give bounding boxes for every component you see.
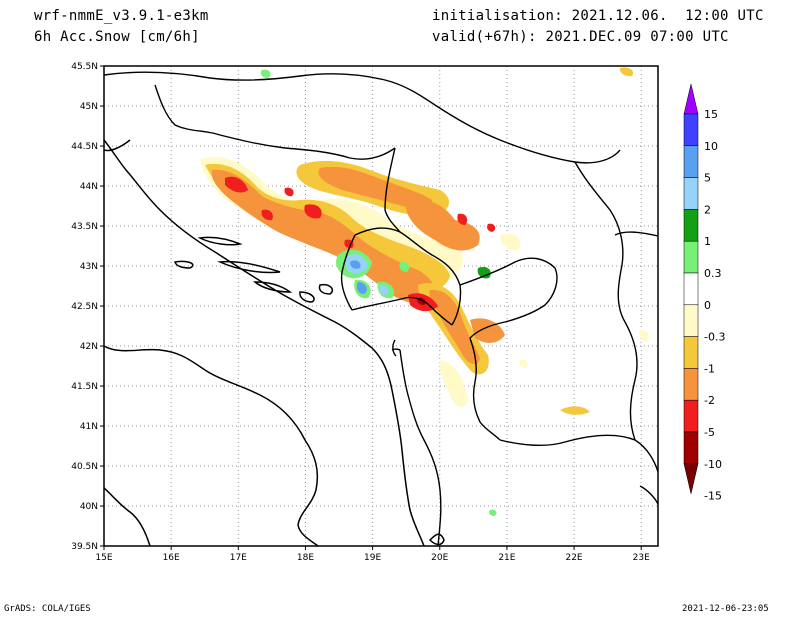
lat-tick-label: 43N [80,262,98,272]
snow-green [489,509,497,516]
snow-core [487,223,496,232]
colorbar-label: -15 [704,490,722,503]
grads-credit: GrADS: COLA/IGES [4,604,91,614]
lat-tick-label: 40.5N [71,462,98,472]
colorbar-box [683,113,699,147]
colorbar-label: 2 [704,203,711,216]
colorbar-label: -5 [704,426,715,439]
colorbar-box [683,145,699,178]
colorbar-box [683,431,699,465]
lon-axis: 15E 16E 17E 18E 19E 20E 21E 22E 23E [95,546,650,563]
snow-core [225,176,248,193]
colorbar-label: 0 [704,299,711,312]
colorbar-box [683,177,699,210]
colorbar-box [683,368,699,401]
snow-patch [639,329,649,342]
colorbar: 15 10 5 2 1 0.3 0 -0.3 -1 -2 -5 -10 -15 [683,83,725,503]
snow-core [304,204,322,219]
lon-tick-label: 16E [163,553,180,563]
colorbar-box [683,272,699,306]
snow-patch [439,360,468,408]
snow-blue [350,260,361,269]
lat-tick-label: 41N [80,422,98,432]
colorbar-label: 1 [704,235,711,248]
snow-patch [619,67,634,77]
colorbar-box [683,336,699,369]
lon-tick-label: 17E [230,553,247,563]
lat-tick-label: 40N [80,502,98,512]
snow-patch [318,166,433,208]
colorbar-box [683,209,699,242]
snow-core [457,213,468,225]
colorbar-label: -10 [704,458,722,471]
lat-tick-label: 45.5N [71,62,98,72]
lat-tick-label: 39.5N [71,542,98,552]
colorbar-label: 0.3 [704,267,722,280]
colorbar-box [683,304,699,337]
colorbar-label: 15 [704,108,718,121]
colorbar-bottom-arrow [683,463,699,494]
colorbar-label: -1 [704,362,715,375]
snow-patch [560,406,590,415]
colorbar-top-arrow [683,83,699,115]
init-time: initialisation: 2021.12.06. 12:00 UTC [432,8,764,24]
snow-blue [356,282,367,294]
lat-tick-label: 44N [80,182,98,192]
lat-tick-label: 45N [80,102,98,112]
colorbar-box [683,399,699,433]
lon-tick-label: 21E [498,553,515,563]
snow-green [477,266,491,279]
colorbar-label: -2 [704,394,715,407]
colorbar-label: 5 [704,172,711,185]
snow-patch [519,359,528,368]
lat-axis: 45.5N 45N 44.5N 44N 43.5N 43N 42.5N 42N 41.5N 41N… [71,62,104,552]
coastlines [104,139,658,546]
field-title: 6h Acc.Snow [cm/6h] [34,29,200,45]
lat-tick-label: 44.5N [71,142,98,152]
snow-patch [405,198,480,251]
lon-tick-label: 19E [364,553,381,563]
snow-patch [211,169,435,304]
lat-tick-label: 42.5N [71,302,98,312]
model-title: wrf-nmmE_v3.9.1-e3km [34,8,209,24]
borders [104,71,658,546]
snow-field [104,67,658,546]
colorbar-box [683,240,699,274]
lon-tick-label: 15E [95,553,112,563]
snow-green [399,261,410,272]
lon-tick-label: 23E [633,553,650,563]
snow-patch [500,233,521,251]
lat-tick-label: 41.5N [71,382,98,392]
lon-tick-label: 20E [431,553,448,563]
render-timestamp: 2021-12-06-23:05 [682,604,769,614]
lat-tick-label: 43.5N [71,222,98,232]
colorbar-label: 10 [704,140,718,153]
snow-core [261,209,273,221]
gridlines [104,66,658,546]
lat-tick-label: 42N [80,342,98,352]
snow-green [260,69,271,78]
snow-blue [379,284,389,295]
colorbar-label: -0.3 [704,331,725,344]
snow-core [284,187,294,197]
snow-patch [429,289,480,365]
lon-tick-label: 18E [297,553,314,563]
lon-tick-label: 22E [565,553,582,563]
valid-time: valid(+67h): 2021.DEC.09 07:00 UTC [432,29,729,45]
